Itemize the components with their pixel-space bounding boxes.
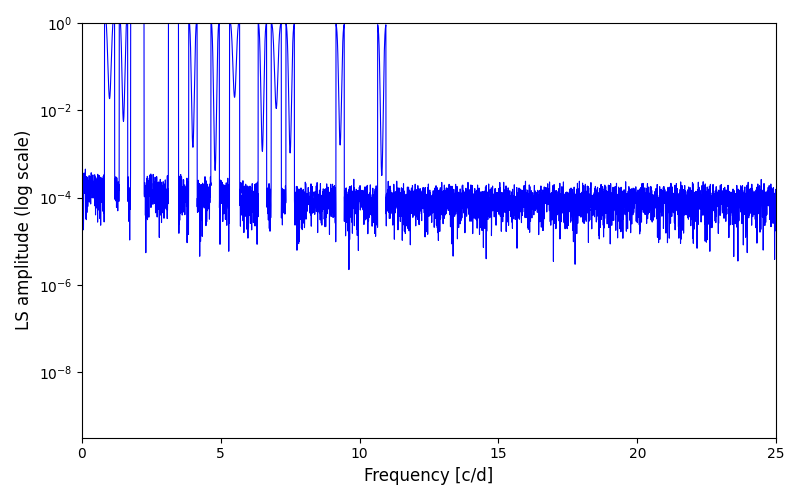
X-axis label: Frequency [c/d]: Frequency [c/d] — [364, 467, 494, 485]
Y-axis label: LS amplitude (log scale): LS amplitude (log scale) — [15, 130, 33, 330]
